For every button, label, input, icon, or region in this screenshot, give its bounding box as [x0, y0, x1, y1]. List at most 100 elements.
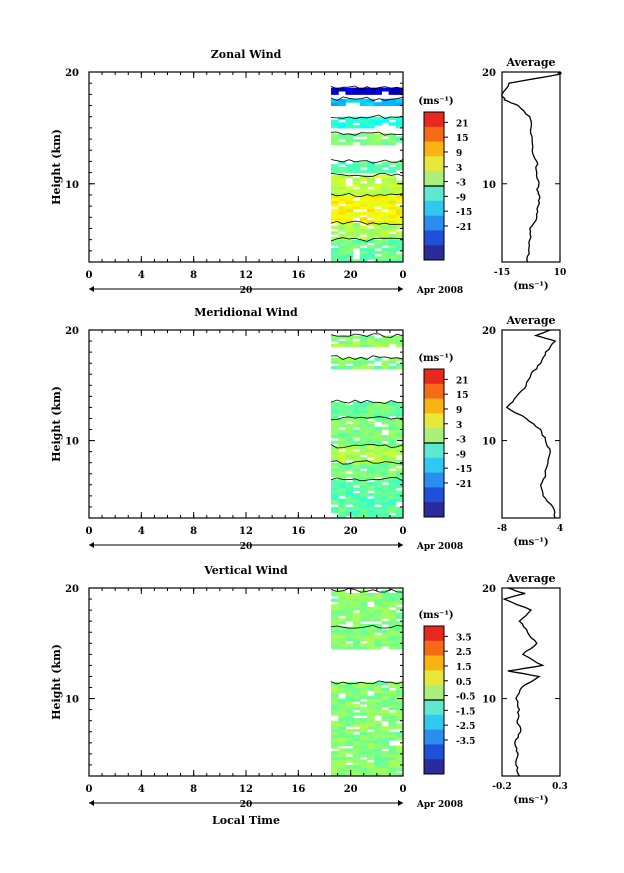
contour-line — [330, 587, 404, 593]
heatmap-cell — [388, 495, 397, 500]
heatmap-cell — [359, 139, 368, 143]
date-axis-arrow — [398, 542, 403, 548]
heatmap-cell — [381, 751, 390, 755]
heatmap-cell — [388, 612, 397, 616]
heatmap-cell — [345, 646, 354, 650]
heatmap-cell — [367, 424, 375, 428]
heatmap-cell — [359, 365, 368, 370]
heatmap-cell — [381, 498, 390, 502]
heatmap-cell — [331, 335, 339, 339]
heatmap-cell — [338, 640, 346, 644]
colorbar-segment — [424, 230, 444, 246]
heatmap-cell — [352, 612, 361, 616]
heatmap-cell — [381, 203, 390, 207]
heatmap-cell — [395, 643, 404, 647]
heatmap-cell — [388, 506, 397, 511]
heatmap-cell — [381, 451, 390, 455]
colorbar-segment — [424, 186, 444, 202]
heatmap-cell — [374, 723, 382, 727]
heatmap-cell — [352, 234, 361, 238]
heatmap-cell — [338, 687, 346, 691]
heatmap-cell — [374, 211, 382, 215]
heatmap-cell — [345, 418, 354, 422]
heatmap-cell — [345, 98, 354, 103]
x-tick-label: 0 — [400, 526, 407, 537]
heatmap-cell — [331, 487, 339, 491]
heatmap-cell — [381, 412, 390, 417]
heatmap-cell — [345, 208, 354, 213]
heatmap-cell — [388, 698, 397, 702]
heatmap-cell — [381, 454, 390, 458]
heatmap-cell — [367, 228, 375, 232]
heatmap-cell — [367, 753, 375, 758]
heatmap-cell — [331, 693, 339, 697]
heatmap-cell — [374, 693, 382, 697]
heatmap-cell — [367, 745, 375, 749]
heatmap-cell — [352, 446, 361, 450]
heatmap-cell — [345, 737, 354, 741]
heatmap-cell — [359, 462, 368, 466]
heatmap-cell — [359, 256, 368, 260]
heatmap-cell — [395, 443, 404, 447]
heatmap-cell — [381, 759, 390, 763]
heatmap-cell — [381, 365, 390, 370]
heatmap-cell — [381, 615, 390, 619]
heatmap-cell — [331, 186, 339, 190]
heatmap-cell — [359, 248, 368, 252]
heatmap-cell — [367, 335, 375, 339]
heatmap-cell — [352, 259, 361, 263]
colorbar-segment — [424, 457, 444, 473]
heatmap-cell — [388, 220, 397, 224]
heatmap-cell — [388, 87, 397, 92]
heatmap-cell — [352, 177, 361, 182]
heatmap-cell — [345, 740, 354, 744]
heatmap-cell — [359, 253, 368, 257]
y-tick-label: 10 — [65, 695, 79, 706]
heatmap-cell — [331, 167, 339, 171]
x-tick-label: 8 — [190, 784, 197, 795]
heatmap-cell — [359, 421, 368, 425]
heatmap-cell — [352, 717, 361, 722]
heatmap-cell — [352, 454, 361, 458]
heatmap-cell — [381, 462, 390, 466]
heatmap-cell — [359, 742, 368, 747]
heatmap-cell — [367, 435, 375, 439]
heatmap-cell — [352, 164, 361, 168]
heatmap-cell — [345, 186, 354, 190]
x-tick-label: 4 — [138, 270, 145, 281]
heatmap-cell — [338, 515, 346, 519]
heatmap-cell — [352, 119, 361, 123]
x-tick-label: 0 — [400, 270, 407, 281]
heatmap-cell — [367, 116, 375, 120]
heatmap-cell — [352, 640, 361, 644]
colorbar-segment — [424, 156, 444, 172]
average-title: Average — [505, 56, 555, 69]
heatmap-cell — [352, 401, 361, 406]
heatmap-cell — [331, 468, 339, 472]
heatmap-cell — [388, 682, 397, 686]
heatmap-cell — [395, 180, 404, 184]
heatmap-cell — [388, 253, 397, 257]
heatmap-cell — [388, 435, 397, 439]
heatmap-cell — [338, 612, 346, 616]
heatmap-cell — [331, 770, 339, 774]
heatmap-cell — [367, 183, 375, 187]
heatmap-cell — [352, 424, 361, 428]
heatmap-cell — [395, 476, 404, 480]
heatmap-cell — [331, 720, 339, 724]
heatmap-cell — [395, 192, 404, 196]
average-title: Average — [505, 314, 555, 327]
heatmap-cell — [352, 189, 361, 193]
heatmap-cell — [388, 365, 397, 370]
heatmap-cell — [352, 770, 361, 774]
heatmap-cell — [345, 206, 354, 210]
heatmap-cell — [352, 161, 361, 165]
heatmap-cell — [352, 222, 361, 227]
heatmap-cell — [374, 454, 382, 458]
heatmap-cell — [331, 643, 339, 647]
heatmap-cell — [359, 242, 368, 246]
heatmap-cell — [395, 401, 404, 406]
heatmap-cell — [381, 609, 390, 614]
heatmap-cell — [381, 197, 390, 202]
heatmap-cell — [352, 623, 361, 628]
